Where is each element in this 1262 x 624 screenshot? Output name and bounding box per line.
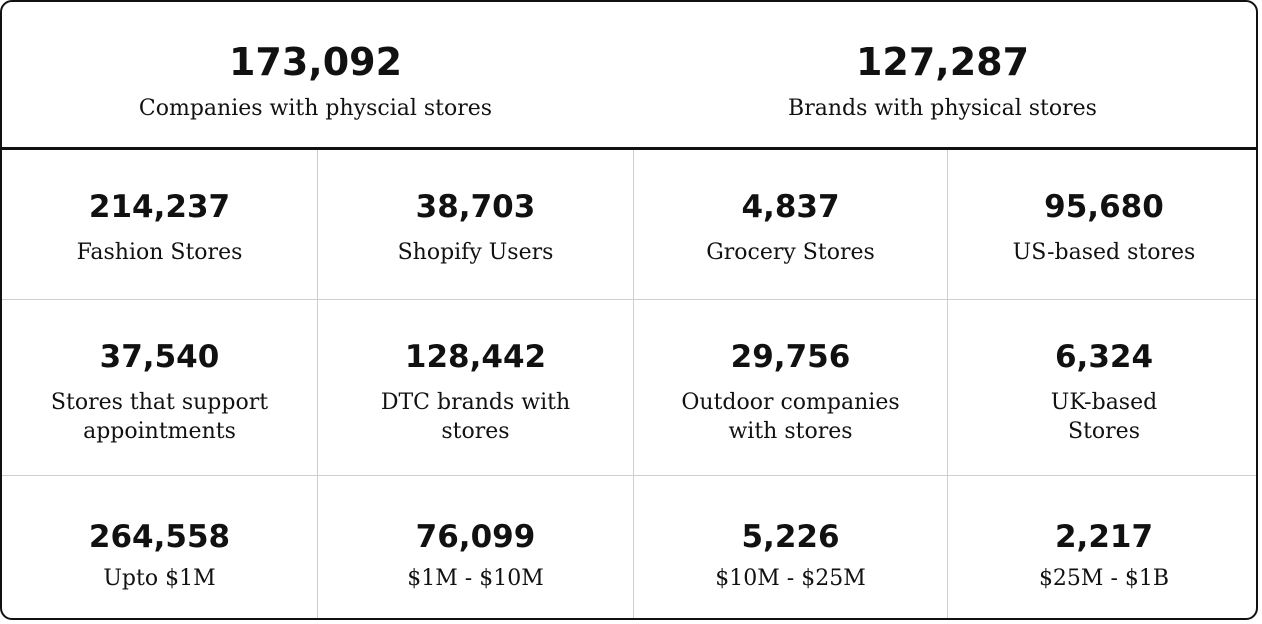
stat-value: 38,703 xyxy=(415,189,536,225)
stat-label: Stores that support appointments xyxy=(50,390,269,444)
stat-revenue-upto-1m: 264,558 Upto $1M xyxy=(2,476,318,618)
stat-dtc-brands: 128,442 DTC brands with stores xyxy=(318,300,634,476)
stat-value: 264,558 xyxy=(88,519,231,555)
stat-value: 5,226 xyxy=(741,519,840,555)
stat-label: $25M - $1B xyxy=(1038,566,1170,591)
stat-label: Shopify Users xyxy=(397,240,554,265)
stat-revenue-25m-1b: 2,217 $25M - $1B xyxy=(948,476,1256,618)
stat-fashion-stores: 214,237 Fashion Stores xyxy=(2,150,318,300)
stat-us-based-stores: 95,680 US-based stores xyxy=(948,150,1256,300)
stat-label: $1M - $10M xyxy=(407,566,544,591)
stat-grocery-stores: 4,837 Grocery Stores xyxy=(634,150,948,300)
stat-value: 37,540 xyxy=(99,339,220,375)
summary-value: 127,287 xyxy=(855,40,1030,84)
stat-value: 6,324 xyxy=(1054,339,1154,375)
summary-label: Brands with physical stores xyxy=(788,96,1097,121)
stat-label: Outdoor companies with stores xyxy=(681,390,900,444)
stat-value: 214,237 xyxy=(88,189,231,225)
stat-shopify-users: 38,703 Shopify Users xyxy=(318,150,634,300)
stat-label: Upto $1M xyxy=(103,566,216,591)
stat-revenue-10m-25m: 5,226 $10M - $25M xyxy=(634,476,948,618)
summary-label: Companies with physcial stores xyxy=(138,96,493,121)
stat-label: DTC brands with stores xyxy=(380,390,571,444)
stat-label: Grocery Stores xyxy=(706,240,875,265)
stat-value: 76,099 xyxy=(415,519,536,555)
stat-label: $10M - $25M xyxy=(715,566,866,591)
stat-value: 4,837 xyxy=(741,189,840,225)
stat-revenue-1m-10m: 76,099 $1M - $10M xyxy=(318,476,634,618)
summary-value: 173,092 xyxy=(228,40,403,84)
stat-label: Fashion Stores xyxy=(76,240,243,265)
stat-outdoor-companies: 29,756 Outdoor companies with stores xyxy=(634,300,948,476)
summary-row: 173,092 Companies with physcial stores 1… xyxy=(2,2,1256,150)
summary-brands: 127,287 Brands with physical stores xyxy=(629,2,1256,147)
stat-appointments: 37,540 Stores that support appointments xyxy=(2,300,318,476)
stats-grid: 214,237 Fashion Stores 38,703 Shopify Us… xyxy=(2,150,1256,618)
stat-uk-based-stores: 6,324 UK-based Stores xyxy=(948,300,1256,476)
stat-label: UK-based Stores xyxy=(1050,390,1158,444)
summary-companies: 173,092 Companies with physcial stores xyxy=(2,2,629,147)
stat-value: 95,680 xyxy=(1044,189,1164,225)
stat-value: 128,442 xyxy=(404,339,547,375)
stat-value: 29,756 xyxy=(730,339,851,375)
stat-value: 2,217 xyxy=(1054,519,1154,555)
stat-label: US-based stores xyxy=(1012,240,1196,265)
